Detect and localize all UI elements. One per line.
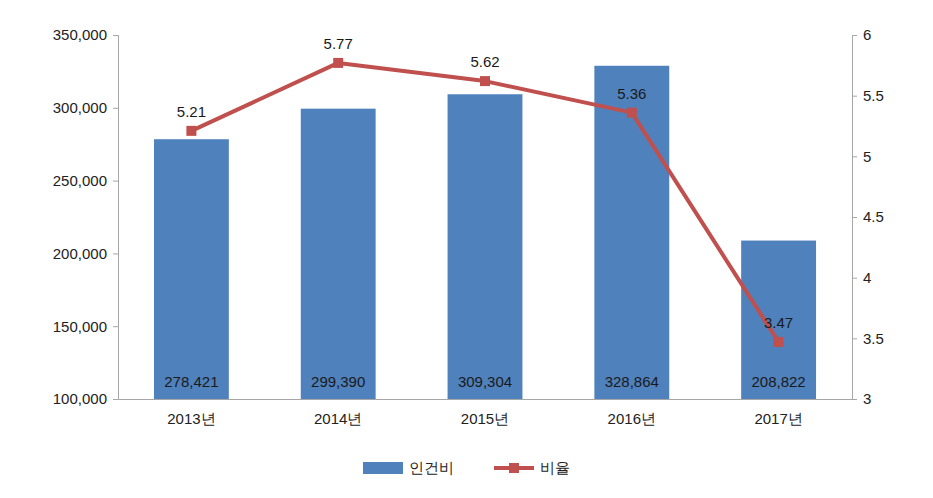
legend-item: 비율 [494,459,570,476]
axis-line [853,36,858,400]
marker [333,58,343,68]
tick-mark [113,399,118,400]
tick-mark [852,156,857,157]
x-axis: 2013년 2014년 2015년 2016년 2017년 [119,400,853,427]
bar [301,109,376,399]
data-label: 3.47 [764,314,793,331]
tick: 2017년 [754,410,802,427]
plot-area: 100,000 150,000 200,000 250,000 300,000 350,0… [53,26,884,426]
tick: 2015년 [461,410,509,427]
data-label: 5.62 [470,53,499,70]
tick-mark [113,253,118,254]
tick-mark [113,326,118,327]
tick-label: 150,000 [53,318,107,335]
tick-label: 5.5 [863,87,884,104]
tick-mark [852,96,857,97]
marker [627,108,637,118]
tick: 6 [852,26,871,43]
tick-label: 6 [863,26,871,43]
tick-label: 200,000 [53,245,107,262]
tick-mark [113,108,118,109]
marker [480,76,490,86]
tick: 2013년 [167,410,215,427]
data-label: 309,304 [458,373,512,390]
data-labels: 278,421 299,390 309,304 328,864 208,822 5.21 5… [164,35,805,390]
tick-label: 350,000 [53,26,107,43]
tick-mark [113,181,118,182]
tick: 100,000 [53,390,118,407]
marker [186,126,196,136]
tick-mark [852,35,857,36]
legend-marker [509,463,519,473]
tick-label: 2017년 [754,410,802,427]
tick-label: 2014년 [314,410,362,427]
line [191,63,778,342]
tick-label: 100,000 [53,390,107,407]
data-label: 278,421 [164,373,218,390]
tick: 5.5 [852,87,884,104]
bar [741,241,816,399]
tick-label: 2016년 [608,410,656,427]
tick: 4 [852,269,871,286]
data-label: 5.36 [617,85,646,102]
tick-label: 4 [863,269,871,286]
tick: 250,000 [53,172,118,189]
tick-mark [113,35,118,36]
tick-label: 3 [863,390,871,407]
tick: 350,000 [53,26,118,43]
tick-label: 2015년 [461,410,509,427]
marks [154,58,816,399]
bar [154,139,229,399]
tick-mark [852,338,857,339]
tick-label: 300,000 [53,99,107,116]
data-label: 328,864 [605,373,659,390]
tick: 2016년 [608,410,656,427]
chart: 100,000 150,000 200,000 250,000 300,000 350,0… [0,0,933,498]
tick-label: 4.5 [863,208,884,225]
tick: 4.5 [852,208,884,225]
tick-label: 2013년 [167,410,215,427]
legend-label: 비율 [540,459,570,476]
tick: 5 [852,148,871,165]
tick-label: 3.5 [863,330,884,347]
legend-label: 인건비 [409,459,454,476]
tick-mark [852,217,857,218]
data-label: 208,822 [751,373,805,390]
tick: 3 [852,390,871,407]
legend-swatch [363,462,403,474]
tick-mark [852,399,857,400]
tick: 150,000 [53,318,118,335]
data-label: 5.21 [177,103,206,120]
legend-item: 인건비 [363,459,454,476]
bar [448,94,523,399]
marker [774,337,784,347]
data-label: 5.77 [324,35,353,52]
data-label: 299,390 [311,373,365,390]
tick: 300,000 [53,99,118,116]
tick-mark [852,278,857,279]
tick-label: 250,000 [53,172,107,189]
y-axis: 100,000 150,000 200,000 250,000 300,000 350,0… [53,26,119,407]
tick-label: 5 [863,148,871,165]
legend: 인건비 비율 [363,459,570,476]
axis-line [113,36,119,400]
axis-line [119,399,853,400]
bar [594,66,669,399]
tick: 3.5 [852,330,884,347]
y2-axis: 3 3.5 4 4.5 5 5.5 6 [852,26,884,407]
tick: 2014년 [314,410,362,427]
tick: 200,000 [53,245,118,262]
